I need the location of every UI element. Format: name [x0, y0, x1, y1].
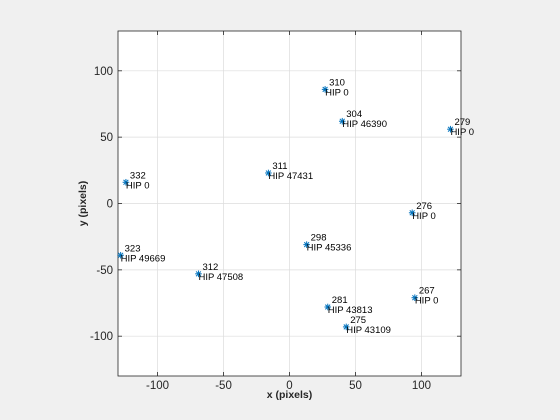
y-tick-label: 100 [94, 66, 113, 78]
x-tick-label: 100 [412, 380, 431, 392]
point-hip-label: HIP 0 [412, 211, 436, 222]
point-hip-label: HIP 47508 [198, 272, 243, 283]
point-id-label: 279 [454, 117, 470, 128]
x-tick-label: 50 [349, 380, 362, 392]
y-tick-label: 50 [100, 132, 113, 144]
point-marker-d2 [117, 252, 124, 259]
point-hip-label: HIP 43813 [328, 305, 373, 316]
point-id-label: 275 [350, 315, 366, 326]
axis-ticks: -100 -50 0 50 100 -100 -50 0 50 100 [90, 31, 461, 392]
point-hip-label: HIP 0 [325, 87, 349, 98]
point-id-label: 310 [329, 77, 345, 88]
y-tick-label: -50 [96, 265, 113, 277]
point-id-label: 311 [272, 161, 287, 172]
point-id-label: 276 [416, 201, 432, 212]
point-marker-d2 [123, 179, 129, 186]
y-tick-label: -100 [90, 331, 113, 343]
point-marker-d2 [412, 294, 418, 301]
point-id-label: 332 [130, 170, 146, 181]
point-hip-label: HIP 0 [450, 127, 474, 138]
point-id-label: 281 [332, 295, 348, 306]
point-hip-label: HIP 46390 [342, 119, 387, 130]
point-id-label: 267 [419, 286, 435, 297]
x-tick-label: -100 [146, 380, 169, 392]
grid-lines [118, 31, 461, 376]
point-hip-label: HIP 0 [415, 296, 439, 307]
point-hip-label: HIP 49669 [121, 253, 166, 264]
point-id-label: 323 [125, 243, 141, 254]
point-marker-d2 [409, 210, 415, 216]
point-hip-label: HIP 0 [126, 180, 150, 191]
point-id-label: 304 [346, 109, 362, 120]
point-id-label: 298 [311, 233, 327, 244]
point-hip-label: HIP 43109 [346, 325, 391, 336]
point-marker-d2 [325, 304, 331, 310]
point-hip-label: HIP 45336 [307, 243, 352, 254]
point-marker-d2 [447, 126, 454, 132]
point-marker-d2 [303, 241, 310, 248]
x-tick-label: -50 [215, 380, 232, 392]
point-marker-d2 [265, 170, 272, 176]
point-marker-d2 [339, 118, 346, 124]
point-id-label: 312 [202, 262, 218, 273]
point-hip-label: HIP 47431 [268, 171, 313, 182]
y-tick-label: 0 [107, 199, 113, 211]
point-marker-d2 [195, 271, 202, 277]
point-marker-d2 [322, 86, 328, 93]
x-axis-label: x (pixels) [267, 389, 313, 401]
x-tick-label: 0 [286, 380, 292, 392]
point-marker-d2 [343, 324, 349, 330]
y-axis-label: y (pixels) [77, 181, 89, 227]
